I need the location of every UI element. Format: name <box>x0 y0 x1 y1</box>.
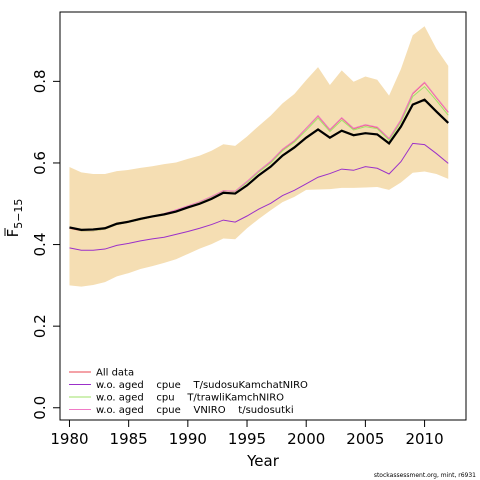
legend-label: w.o. aged cpue VNIRO t/sudosutki <box>96 405 294 416</box>
y-axis: 0.0 0.2 0.4 0.6 0.8 <box>31 69 61 420</box>
y-tick-label: 0.0 <box>31 396 49 420</box>
confidence-band-layer <box>69 26 449 287</box>
y-axis-title-subscript: 5−15 <box>12 199 25 229</box>
x-tick-label: 2000 <box>287 430 325 448</box>
y-tick-label: 0.2 <box>31 314 49 338</box>
confidence-band <box>69 26 449 287</box>
x-tick-label: 2010 <box>405 430 443 448</box>
credit-text: stockassessment.org, mint, r6931 <box>374 472 476 479</box>
x-tick-label: 1995 <box>228 430 266 448</box>
legend-label: w.o. aged cpue T/sudosuKamchatNIRO <box>96 380 308 391</box>
series-line-estimate <box>69 98 450 231</box>
x-axis-title: Year <box>246 452 280 470</box>
x-axis: 1980 1985 1990 1995 2000 2005 2010 <box>50 419 444 448</box>
legend-label: w.o. aged cpu T/trawliKamchNIRO <box>96 393 284 404</box>
y-tick-label: 0.6 <box>31 151 49 175</box>
legend-label: All data <box>96 368 134 379</box>
x-tick-label: 2005 <box>346 430 384 448</box>
x-tick-label: 1990 <box>169 430 207 448</box>
y-tick-label: 0.4 <box>31 233 49 257</box>
x-tick-label: 1985 <box>110 430 148 448</box>
y-tick-label: 0.8 <box>31 69 49 93</box>
y-axis-title-main: F <box>4 229 22 238</box>
series-line-w-o-aged-cpue-t-sudosukamchatniro <box>69 142 449 251</box>
y-axis-title: F5−15 <box>4 199 25 238</box>
x-tick-label: 1980 <box>50 430 88 448</box>
series-layer <box>69 81 450 251</box>
